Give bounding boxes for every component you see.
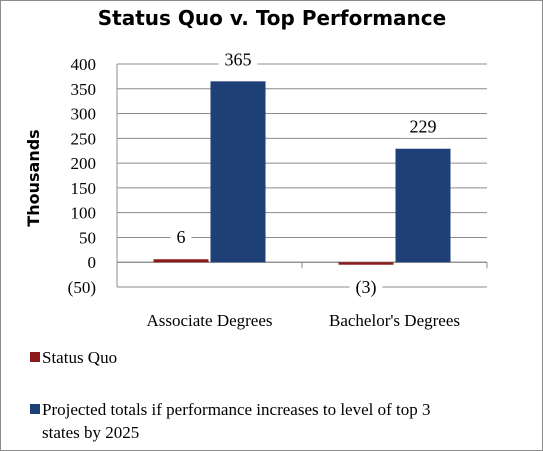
legend-swatch-projected [30,404,40,414]
y-tick-label: (50) [68,278,96,297]
y-tick-label: 150 [71,179,97,198]
data-label-bg [170,226,192,249]
data-label: 365 [225,49,252,69]
data-label: 6 [177,227,186,247]
y-tick-label: 400 [71,55,97,74]
legend-label-projected: Projected totals if performance increase… [42,400,435,442]
data-label: (3) [356,277,377,298]
y-tick-label: 50 [79,228,96,247]
legend: Status Quo Projected totals if performan… [30,348,435,442]
data-label: 229 [410,117,437,137]
bar [153,259,209,263]
plot-area: (50) 0 50 100 150 200 250 300 350 400 Associate De… [68,48,488,330]
x-category-label: Bachelor's Degrees [329,311,460,330]
y-tick-label: 350 [71,80,97,99]
data-label-bg [349,276,383,299]
y-tick-label: 300 [71,105,97,124]
chart-title: Status Quo v. Top Performance [98,6,446,30]
legend-swatch-status-quo [30,352,40,362]
bar [395,148,451,263]
legend-label-status-quo: Status Quo [42,348,117,367]
data-label-bg [218,48,258,71]
bar [338,262,394,265]
y-tick-label: 0 [88,253,97,272]
y-axis-label: Thousands [24,129,43,226]
y-tick-label: 100 [71,204,97,223]
y-tick-label: 200 [71,154,97,173]
x-category-label: Associate Degrees [146,311,272,330]
data-label-bg [403,115,443,138]
y-tick-label: 250 [71,129,97,148]
bar [210,81,266,263]
